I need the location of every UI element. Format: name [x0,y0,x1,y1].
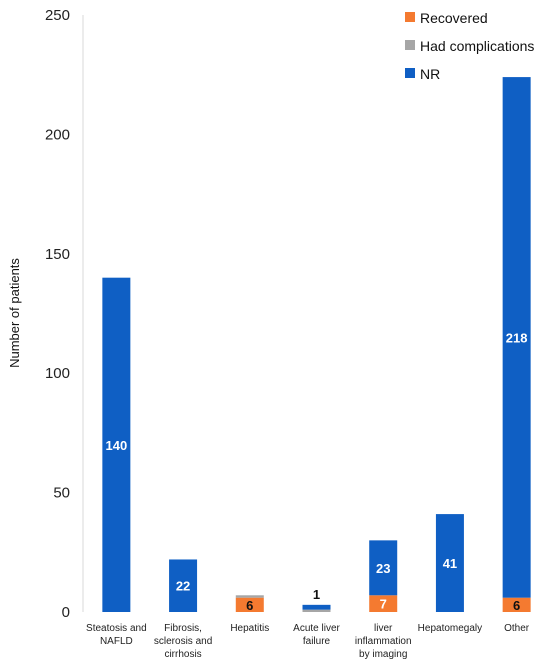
x-category-label-6: Other [504,623,530,634]
bar-nr-4 [369,540,398,596]
legend-label-recovered: Recovered [420,10,488,26]
legend-label-had-complications: Had complications [420,38,534,54]
legend-swatch-had-complications [405,40,415,50]
data-label-6-1: 218 [506,330,528,345]
y-tick-label-100: 100 [45,365,70,382]
data-label-6-0: 6 [513,598,520,613]
y-axis-label: Number of patients [7,258,22,368]
x-category-label-2: Hepatitis [230,623,269,634]
bar-recovered-2 [235,597,264,612]
data-label-3-0: 1 [313,587,320,602]
data-label-4-0: 7 [380,597,387,612]
bar-had-complications-2 [235,595,264,598]
x-category-label-4: liver inflammation by imaging [355,623,412,660]
y-tick-label-50: 50 [53,485,70,502]
data-labels: 140 22 6 1 7 23 41 6 218 [106,330,528,612]
data-label-2-0: 6 [246,598,253,613]
y-tick-label-250: 250 [45,7,70,24]
y-tick-label-200: 200 [45,126,70,143]
bars [102,77,531,612]
bar-had-complications-3 [302,609,331,612]
legend-swatch-recovered [405,12,415,22]
y-tick-label-150: 150 [45,246,70,263]
data-label-1-0: 22 [176,579,190,594]
y-axis: 0 50 100 150 200 250 [45,7,70,621]
x-axis-categories: Steatosis and NAFLD Fibrosis, sclerosis and… [86,623,530,660]
x-category-label-5: Hepatomegaly [418,623,482,634]
x-category-label-0: Steatosis and NAFLD [86,623,147,647]
legend-swatch-nr [405,68,415,78]
legend-label-nr: NR [420,66,440,82]
bar-nr-6 [502,77,531,598]
bar-recovered-6 [502,597,531,612]
data-label-5-0: 41 [443,556,457,571]
bar-nr-3 [302,604,331,610]
data-label-0-0: 140 [106,438,128,453]
data-label-4-1: 23 [376,561,390,576]
bar-nr-5 [435,514,464,612]
bar-nr-1 [169,559,198,612]
y-tick-label-0: 0 [62,604,70,621]
legend: Recovered Had complications NR [405,10,534,82]
bar-recovered-4 [369,595,398,612]
bar-nr-0 [102,277,131,612]
x-category-label-3: Acute liver failure [293,623,340,647]
x-category-label-1: Fibrosis, sclerosis and cirrhosis [154,623,212,660]
